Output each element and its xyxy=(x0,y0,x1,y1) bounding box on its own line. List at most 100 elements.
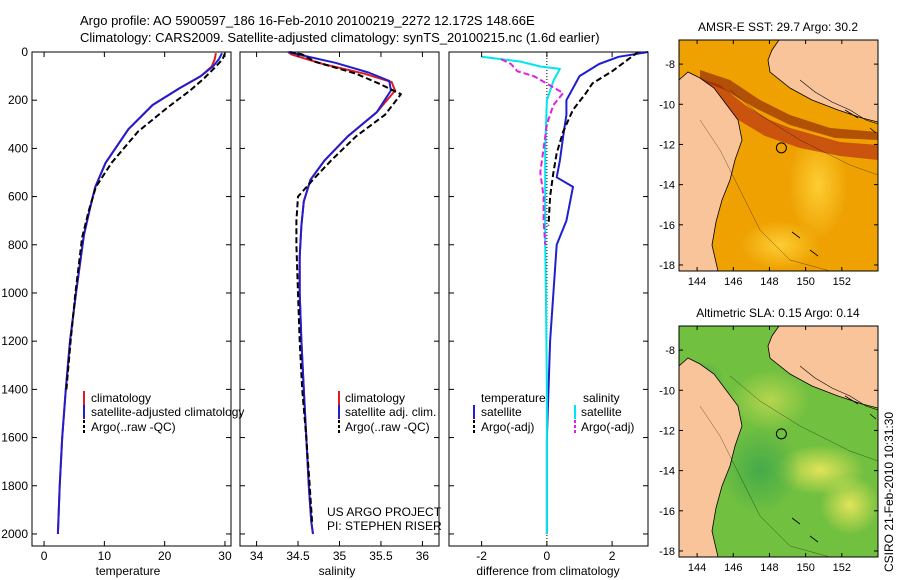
sst-warm-patch xyxy=(788,130,848,240)
land-cape-york xyxy=(679,71,743,271)
salinity-xlabel: salinity xyxy=(319,564,356,578)
legend-satellite-adj-label: satellite adj. clim. xyxy=(345,405,436,419)
legend-argo-label: Argo(..raw -QC) xyxy=(345,420,430,434)
map-y-tick-label: -8 xyxy=(665,59,675,71)
series-line-climatology xyxy=(287,51,397,535)
argo-float-marker xyxy=(775,142,787,154)
sla-map-panel: Altimetric SLA: 0.15 Argo: 0.14 144 146 14… xyxy=(659,306,879,574)
x-tick-label: 0 xyxy=(544,549,551,563)
credit-line-2: PI: STEPHEN RISER xyxy=(327,519,442,533)
y-tick-label: 1000 xyxy=(1,286,28,300)
map-x-tick-label: 148 xyxy=(760,562,778,574)
sla-low-patch xyxy=(720,425,800,515)
map-y-tick-label: -14 xyxy=(659,180,675,192)
x-tick-label: 2 xyxy=(609,549,616,563)
legend-temp-satellite-label: satellite xyxy=(481,405,522,419)
series-line-temperature-satellite xyxy=(545,51,649,534)
x-tick-label: 34.5 xyxy=(286,549,310,563)
legend-sal-argo-label: Argo(-adj) xyxy=(581,420,634,434)
y-tick-label: 1800 xyxy=(1,479,28,493)
y-tick-label: 1400 xyxy=(1,382,28,396)
series-line-temperature-argo-adj xyxy=(547,51,639,226)
sst-map-panel: AMSR-E SST: 29.7 Argo: 30.2 144 146 148 150… xyxy=(659,20,879,288)
map-y-tick-label: -18 xyxy=(659,260,675,272)
y-tick-label: 0 xyxy=(21,45,28,59)
sla-map-image xyxy=(679,326,878,557)
y-tick-label: 1200 xyxy=(1,334,28,348)
y-tick-label: 400 xyxy=(8,141,28,155)
sst-warm-patch xyxy=(740,220,820,270)
land-papua-new-guinea xyxy=(679,40,878,123)
series-line-salinity-satellite xyxy=(481,55,561,534)
series-line-argo-raw-qc xyxy=(65,52,226,390)
sla-map-title: Altimetric SLA: 0.15 Argo: 0.14 xyxy=(696,306,860,320)
legend-argo-label: Argo(..raw -QC) xyxy=(91,420,176,434)
temperature-legend: climatology satellite-adjusted climatolo… xyxy=(83,391,244,434)
sst-map-title: AMSR-E SST: 29.7 Argo: 30.2 xyxy=(698,20,858,34)
legend-climatology-label: climatology xyxy=(91,391,151,405)
sst-map-image xyxy=(679,40,878,271)
timestamp-label: CSIRO 21-Feb-2010 10:31:30 xyxy=(882,412,896,572)
map-y-tick-label: -12 xyxy=(659,139,675,151)
reef-outlines xyxy=(791,109,877,257)
map-x-tick-label: 152 xyxy=(833,276,851,288)
coastline-detail xyxy=(799,79,878,125)
map-x-tick-label: 150 xyxy=(796,562,814,574)
figure-title-line2: Climatology: CARS2009. Satellite-adjuste… xyxy=(80,30,600,45)
argo-float-marker xyxy=(775,428,787,440)
series-line-climatology xyxy=(56,53,217,535)
salinity-profile-panel: 34 34.5 35 35.5 36 salinity climatology sate… xyxy=(239,51,442,578)
coastline-detail xyxy=(799,365,878,411)
credit-line-1: US ARGO PROJECT xyxy=(327,505,442,519)
map-y-tick-label: -18 xyxy=(659,546,675,558)
map-y-tick-label: -12 xyxy=(659,425,675,437)
land-cape-york xyxy=(679,357,743,557)
y-tick-label: 2000 xyxy=(1,527,28,541)
map-x-tick-label: 144 xyxy=(688,562,706,574)
map-x-tick-label: 148 xyxy=(760,276,778,288)
difference-axes-frame xyxy=(448,51,649,547)
series-line-satellite-adjusted-climatology xyxy=(56,52,223,535)
legend-climatology-label: climatology xyxy=(345,391,405,405)
legend-temp-argo-label: Argo(-adj) xyxy=(481,420,534,434)
y-tick-label: 600 xyxy=(8,190,28,204)
temperature-xlabel: temperature xyxy=(96,564,161,578)
map-y-tick-label: -16 xyxy=(659,220,675,232)
map-y-tick-label: -14 xyxy=(659,466,675,478)
salinity-legend: climatology satellite adj. clim. Argo(..… xyxy=(338,391,436,434)
sla-high-patch xyxy=(820,475,878,535)
map-y-tick-label: -10 xyxy=(659,385,675,397)
land-papua-new-guinea xyxy=(679,326,878,409)
difference-profile-panel: -2 0 2 difference from climatology tempera… xyxy=(448,51,649,578)
temperature-profile-panel: 0 10 20 30 0 200 400 600 800 1000 1200 1400 1600 180… xyxy=(1,45,244,578)
x-tick-label: -2 xyxy=(476,549,487,563)
x-tick-label: 36 xyxy=(416,549,430,563)
x-tick-label: 35 xyxy=(333,549,347,563)
map-x-tick-label: 144 xyxy=(688,276,706,288)
difference-legend: temperature salinity satellite Argo(-adj… xyxy=(473,391,634,434)
map-x-tick-label: 152 xyxy=(833,562,851,574)
salinity-axes-frame xyxy=(239,51,440,547)
map-x-tick-label: 150 xyxy=(796,276,814,288)
sla-high-patch xyxy=(730,370,810,430)
bathymetry-contour xyxy=(699,375,878,557)
map-x-tick-label: 146 xyxy=(724,276,742,288)
series-line-salinity-argo-adj xyxy=(500,58,565,245)
y-tick-label: 800 xyxy=(8,238,28,252)
legend-salinity-header: salinity xyxy=(583,391,620,405)
legend-satellite-adjusted-label: satellite-adjusted climatology xyxy=(91,405,244,419)
legend-sal-satellite-label: satellite xyxy=(581,405,622,419)
sla-map-frame xyxy=(678,325,879,558)
map-y-tick-label: -10 xyxy=(659,99,675,111)
map-x-tick-label: 146 xyxy=(724,562,742,574)
y-tick-label: 1600 xyxy=(1,431,28,445)
difference-xlabel: difference from climatology xyxy=(476,564,619,578)
y-tick-label: 200 xyxy=(8,93,28,107)
x-tick-label: 35.5 xyxy=(369,549,393,563)
sst-map-frame xyxy=(678,39,879,272)
reef-outlines xyxy=(791,395,877,543)
map-y-tick-label: -8 xyxy=(665,345,675,357)
x-tick-label: 0 xyxy=(41,549,48,563)
x-tick-label: 30 xyxy=(218,549,232,563)
